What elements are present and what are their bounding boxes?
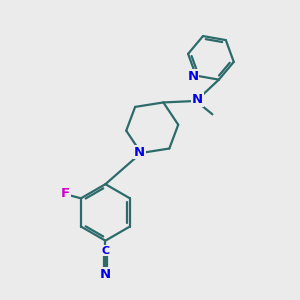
Text: F: F xyxy=(61,187,70,200)
Text: N: N xyxy=(100,268,111,281)
Text: N: N xyxy=(188,70,199,83)
Text: C: C xyxy=(101,246,110,256)
Text: N: N xyxy=(192,93,203,106)
Text: N: N xyxy=(134,146,145,159)
